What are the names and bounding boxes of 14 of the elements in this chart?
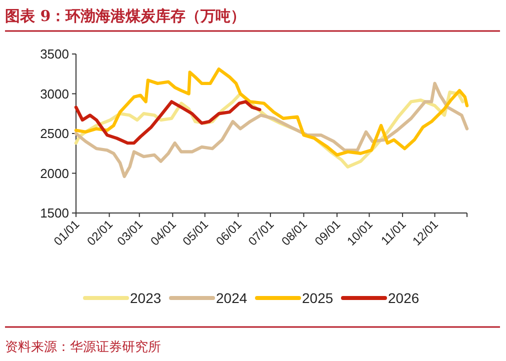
- y-tick-label: 3500: [40, 46, 69, 62]
- legend-label: 2026: [388, 290, 420, 306]
- y-tick-label: 3000: [40, 86, 69, 102]
- line-series: [74, 100, 262, 145]
- y-tick-label: 2500: [40, 126, 69, 141]
- legend-label: 2024: [216, 290, 248, 306]
- text: 资料来源：华源证券研究所: [5, 340, 161, 355]
- y-tick-label: 2000: [40, 166, 69, 181]
- line-series: [74, 68, 469, 157]
- legend-label: 2023: [130, 290, 162, 306]
- legend-label: 2025: [302, 290, 334, 306]
- line-series: [74, 82, 469, 178]
- y-tick-label: 1500: [40, 206, 69, 220]
- chart-title: 图表 9：环渤海港煤炭库存（万吨）: [5, 7, 246, 25]
